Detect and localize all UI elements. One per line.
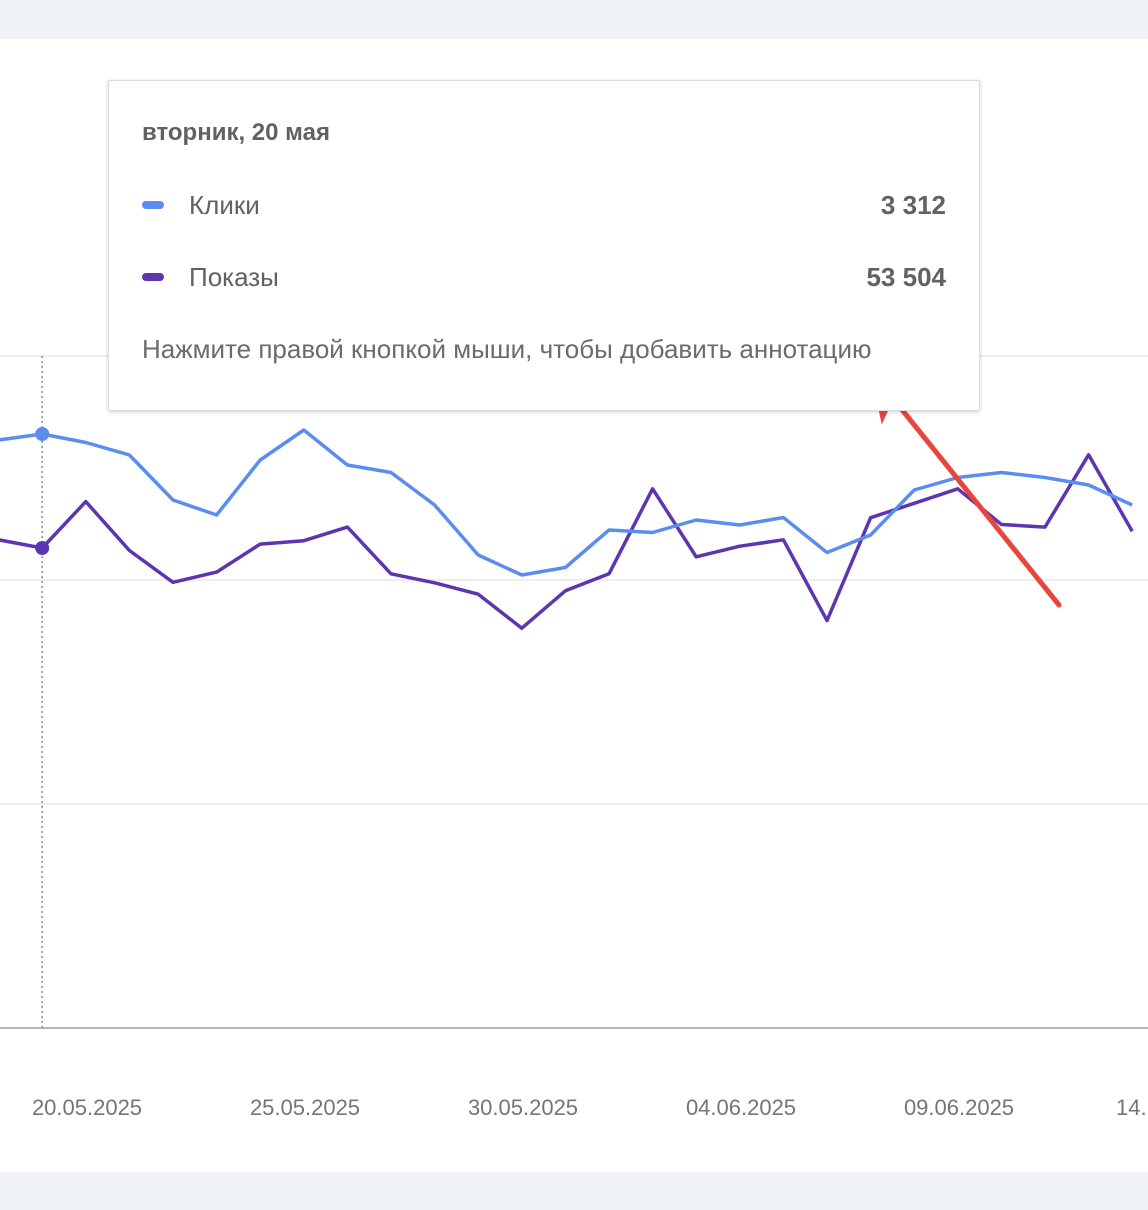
x-tick-label: 25.05.2025 — [250, 1095, 360, 1120]
series-line-clicks — [0, 428, 1133, 577]
tooltip-series-name: Клики — [189, 190, 260, 220]
tooltip-series-value: 3 312 — [880, 190, 946, 220]
chart-card: 20.05.2025 25.05.2025 30.05.2025 04.06.2025… — [0, 39, 1148, 1172]
tooltip-hint: Нажмите правой кнопкой мыши, чтобы добав… — [142, 334, 872, 364]
hover-point-impressions — [35, 541, 50, 555]
legend-swatch-impressions — [142, 273, 164, 281]
tooltip-date: вторник, 20 мая — [142, 119, 330, 146]
tooltip-row-impressions: Показы 53 504 — [142, 260, 946, 294]
tooltip-row-clicks: Клики 3 312 — [142, 188, 946, 222]
tooltip-series-value: 53 504 — [866, 262, 946, 292]
legend-swatch-clicks — [142, 201, 164, 209]
series-line-impressions — [0, 453, 1134, 630]
x-tick-label: 20.05.2025 — [32, 1095, 142, 1120]
x-tick-label: 09.06.2025 — [904, 1095, 1014, 1120]
x-tick-label: 04.06.2025 — [686, 1095, 796, 1120]
chart-tooltip: вторник, 20 мая Клики 3 312 Показы 53 50… — [108, 80, 980, 411]
x-tick-label: 14. — [1116, 1095, 1147, 1120]
hover-point-clicks — [35, 427, 50, 441]
tooltip-series-name: Показы — [189, 262, 279, 292]
x-tick-label: 30.05.2025 — [468, 1095, 578, 1120]
annotation-arrow — [869, 369, 1062, 608]
line-chart[interactable]: 20.05.2025 25.05.2025 30.05.2025 04.06.2025… — [0, 39, 1148, 1172]
